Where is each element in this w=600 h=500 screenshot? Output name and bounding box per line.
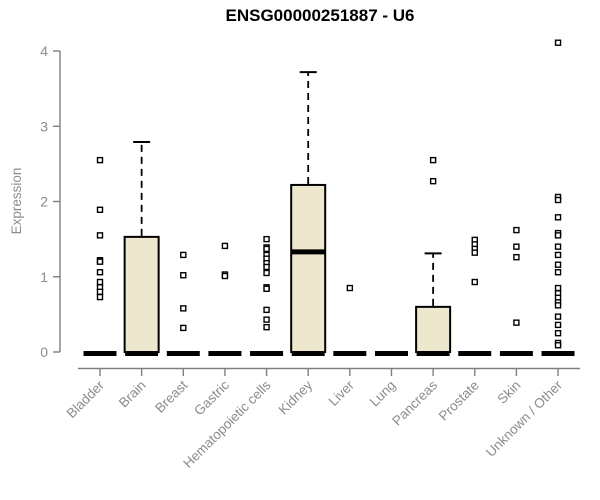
outlier-point [554, 313, 562, 320]
y-tick-label: 2 [40, 194, 48, 210]
outlier-point [554, 261, 562, 268]
outlier-point [263, 306, 270, 314]
outlier-point [96, 206, 104, 213]
x-tick-label-prostate: Prostate [436, 378, 482, 424]
outlier-point [96, 258, 104, 265]
outlier-point [429, 156, 437, 164]
y-tick-label: 4 [40, 43, 48, 59]
outlier-point [263, 263, 270, 271]
x-tick-label-brain: Brain [116, 378, 149, 411]
zero-bar-brain [125, 351, 159, 356]
y-tick-label: 0 [40, 344, 48, 360]
outlier-point [554, 321, 562, 329]
outlier-point [263, 323, 270, 331]
x-tick-label-breast: Breast [152, 377, 190, 415]
zero-bar-breast [166, 351, 200, 356]
outlier-point [263, 316, 270, 323]
box-brain [123, 235, 160, 353]
outlier-point [554, 284, 562, 292]
x-tick-label-gastric: Gastric [191, 377, 232, 418]
outlier-point [180, 272, 187, 279]
outlier-point [180, 251, 187, 259]
x-tick-label-lung: Lung [367, 378, 399, 410]
zero-bar-bladder [83, 351, 117, 356]
outlier-point [263, 269, 270, 277]
outlier-point [554, 302, 562, 309]
outlier-point [554, 196, 562, 204]
outlier-point [554, 251, 562, 259]
x-tick-label-pancreas: Pancreas [389, 377, 440, 428]
x-tick-label-bladder: Bladder [64, 377, 108, 421]
outlier-point [554, 342, 562, 349]
outlier-point [96, 278, 104, 286]
outlier-point [346, 284, 354, 292]
x-tick-label-skin: Skin [494, 378, 523, 407]
outlier-point [554, 269, 562, 276]
outlier-point [471, 278, 478, 286]
zero-bar-hematopoietic-cells [250, 351, 284, 356]
outlier-point [180, 305, 187, 312]
zero-bar-prostate [458, 351, 492, 356]
outlier-point [554, 329, 562, 337]
zero-bar-kidney [291, 351, 325, 356]
zero-bar-gastric [208, 351, 242, 356]
box-kidney [290, 183, 327, 353]
chart-title: ENSG00000251887 - U6 [225, 6, 415, 25]
outlier-point [554, 39, 562, 46]
x-tick-label-unknown-other: Unknown / Other [483, 377, 566, 460]
outlier-point [513, 226, 520, 234]
outlier-point [180, 324, 187, 332]
outlier-point [96, 288, 104, 295]
outlier-point [263, 235, 270, 243]
y-tick-label: 3 [40, 118, 48, 134]
outlier-point [263, 245, 270, 253]
zero-bar-unknown-other [541, 351, 575, 356]
outlier-point [513, 319, 520, 326]
outlier-point [429, 177, 437, 185]
outlier-point [513, 253, 520, 261]
outlier-point [554, 214, 562, 221]
outlier-point [554, 243, 562, 250]
outlier-point [96, 269, 104, 276]
outlier-point [513, 243, 520, 250]
box-pancreas [415, 305, 452, 354]
y-axis-label: Expression [9, 167, 24, 235]
outlier-point [221, 272, 229, 280]
zero-bar-skin [499, 351, 533, 356]
x-tick-label-liver: Liver [326, 377, 358, 409]
outlier-point [96, 156, 104, 164]
y-tick-label: 1 [40, 269, 48, 285]
outlier-point [471, 249, 478, 256]
outlier-point [96, 232, 104, 239]
outlier-point [221, 242, 229, 250]
outlier-point [554, 232, 562, 239]
zero-bar-lung [374, 351, 408, 356]
outlier-point [263, 285, 270, 292]
x-tick-label-kidney: Kidney [276, 377, 316, 417]
zero-bar-liver [333, 351, 367, 356]
zero-bar-pancreas [416, 351, 450, 356]
outlier-point [96, 293, 104, 301]
